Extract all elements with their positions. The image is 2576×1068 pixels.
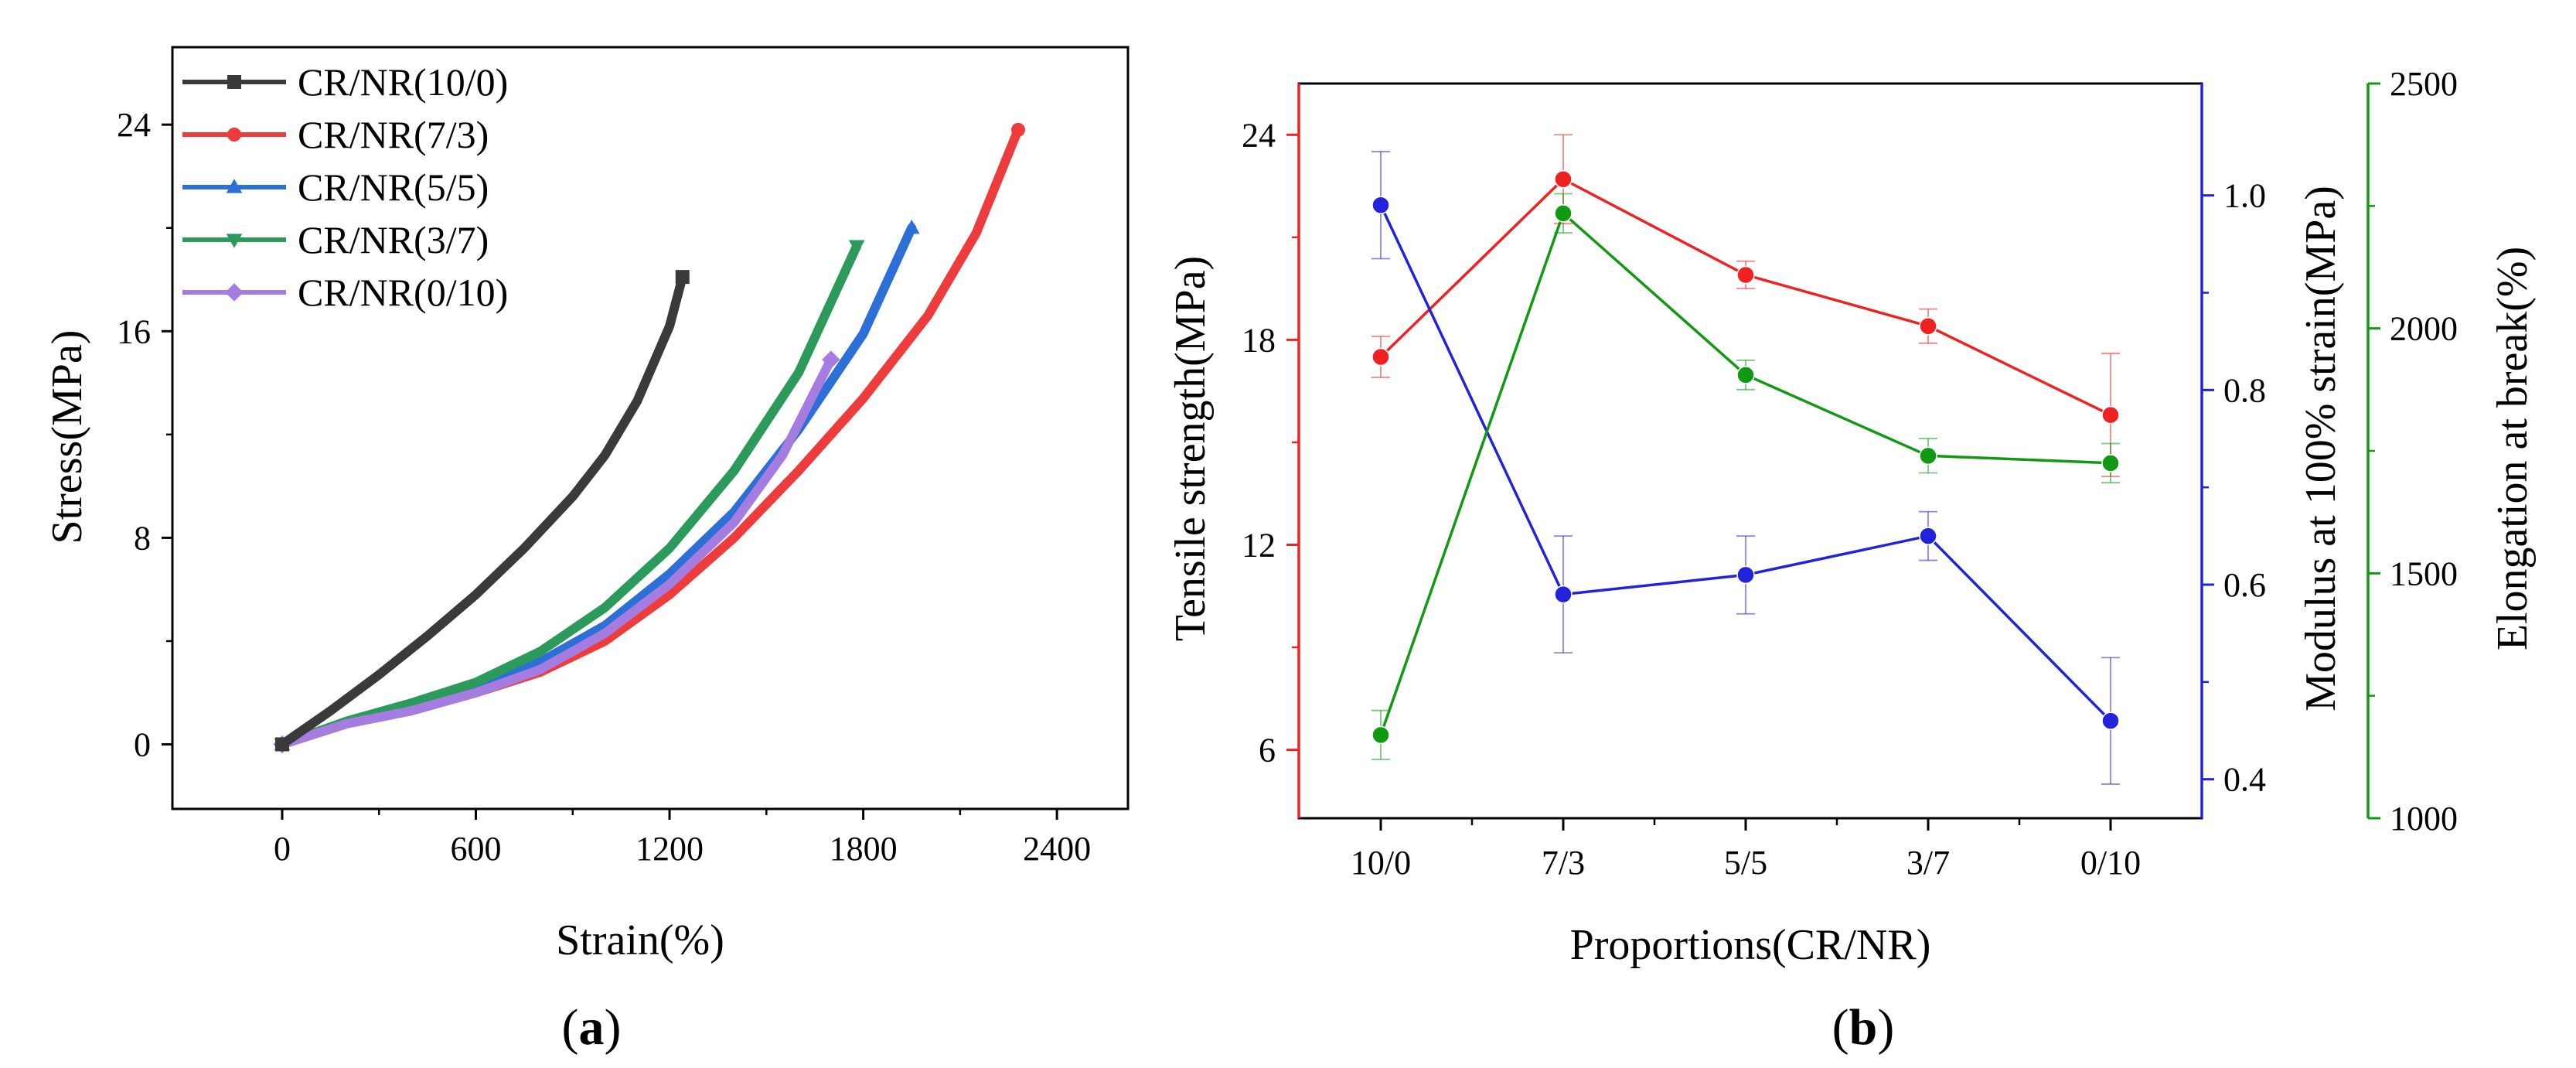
panel-b-point-tensile-strength: [2101, 405, 2120, 425]
panel-b-far-right-tick-label: 2000: [2390, 310, 2458, 348]
panel-b-point-modulus-at-100-strain: [1919, 527, 1937, 545]
panel-a-legend-label-cr-nr-7-3: CR/NR(7/3): [298, 113, 489, 156]
panel-b-series-group: [1371, 134, 2120, 785]
panel-a-x-tick-label: 1200: [635, 830, 704, 868]
panel-b-left-tick-label: 24: [1242, 116, 1276, 154]
panel-b-right-tick-label: 0.4: [2223, 761, 2266, 799]
panel-b-point-modulus-at-100-strain: [2101, 711, 2120, 730]
panel-a-legend-marker-cr-nr-0-10: [225, 283, 244, 302]
panel-a-series-end-marker-cr-nr-7-3: [1011, 122, 1026, 137]
panel-b-point-tensile-strength: [1919, 316, 1937, 336]
panel-b-left-tick-label: 6: [1259, 732, 1276, 769]
panel-a-x-tick-label: 2400: [1023, 830, 1091, 868]
panel-a-series-end-marker-cr-nr-3-7: [848, 240, 865, 254]
panel-b-right-axis-label: Modulus at 100% strain(MPa): [2297, 186, 2345, 711]
panel-b-label-close: ): [1877, 999, 1894, 1056]
panel-a-series-line-cr-nr-0-10: [278, 355, 836, 749]
panel-a-label: (a): [562, 999, 622, 1056]
panel-a-y-tick-label: 16: [117, 312, 151, 350]
panel-b-far-right-tick-label: 2500: [2390, 65, 2458, 103]
panel-a-legend-label-cr-nr-3-7: CR/NR(3/7): [298, 218, 489, 261]
panel-b-label: (b): [1832, 999, 1895, 1056]
panel-a-label-close: ): [605, 999, 622, 1056]
panel-a-x-tick-label: 0: [274, 830, 291, 868]
panel-a-legend-label-cr-nr-10-0: CR/NR(10/0): [298, 60, 508, 104]
panel-a-x-axis-label: Strain(%): [556, 916, 724, 964]
panel-a-label-open: (: [562, 999, 579, 1056]
panel-a-legend-label-cr-nr-0-10: CR/NR(0/10): [298, 271, 508, 314]
panel-a-series-end-marker-cr-nr-5-5: [903, 219, 920, 234]
panel-b-left-tick-label: 12: [1242, 527, 1276, 565]
panel-a-y-ticks: 0 8 16 24: [117, 106, 172, 764]
panel-a-x-tick-label: 600: [451, 830, 502, 868]
panel-b-point-tensile-strength: [1371, 347, 1390, 367]
panel-b-point-elongation-at-break: [2101, 454, 2120, 473]
panel-b-point-elongation-at-break: [1919, 446, 1937, 466]
panel-b-point-modulus-at-100-strain: [1371, 196, 1390, 215]
panel-b-point-tensile-strength: [1554, 169, 1573, 189]
panel-b-x-tick-label: 10/0: [1351, 844, 1411, 882]
panel-b-point-modulus-at-100-strain: [1554, 585, 1573, 604]
panel-a-legend: CR/NR(10/0) CR/NR(7/3) CR/NR(5/5) CR/NR(3/7…: [182, 60, 508, 314]
panel-a-legend-marker-cr-nr-7-3: [227, 128, 241, 142]
panel-b-properties-chart: 10/0 7/3 5/5 3/7 0/10 6 12 18 24 0.4 0.6 0.8 1.0 1000…: [1167, 65, 2537, 1056]
panel-b-x-tick-label: 7/3: [1542, 844, 1585, 882]
panel-a-y-tick-label: 8: [134, 519, 151, 557]
panel-b-right-tick-label: 1.0: [2223, 177, 2266, 215]
panel-a-x-ticks: 0 600 1200 1800 2400: [274, 809, 1091, 868]
panel-b-point-elongation-at-break: [1554, 204, 1573, 223]
panel-a-x-tick-label: 1800: [830, 830, 898, 868]
panel-b-x-tick-label: 3/7: [1906, 844, 1950, 882]
panel-b-label-open: (: [1832, 999, 1849, 1056]
panel-b-axes-group: 10/0 7/3 5/5 3/7 0/10 6 12 18 24 0.4 0.6 0.8 1.0 1000…: [1242, 65, 2458, 882]
panel-a-y-axis-label: Stress(MPa): [43, 330, 91, 544]
panel-a-legend-marker-cr-nr-10-0: [227, 75, 241, 89]
panel-b-series-line-elongation-at-break: [1379, 210, 2111, 735]
panel-b-x-tick-label: 0/10: [2080, 844, 2141, 882]
panel-a-series-line-cr-nr-3-7: [278, 241, 862, 749]
panel-b-far-right-tick-label: 1000: [2390, 800, 2458, 838]
panel-a-series-line-cr-nr-10-0: [278, 272, 687, 749]
panel-a-legend-marker-cr-nr-3-7: [226, 234, 243, 248]
panel-b-point-elongation-at-break: [1371, 725, 1390, 745]
panel-b-far-right-axis-label: Elongation at break(%): [2489, 247, 2537, 650]
panel-a-series-start-marker-cr-nr-10-0: [274, 737, 289, 752]
panel-b-point-elongation-at-break: [1736, 366, 1755, 384]
panel-a-series-group: [273, 122, 1026, 754]
panel-a-legend-marker-cr-nr-5-5: [226, 179, 243, 193]
panel-b-left-tick-label: 18: [1242, 321, 1276, 359]
panel-a-series-end-marker-cr-nr-0-10: [822, 350, 840, 369]
panel-a-series-end-marker-cr-nr-10-0: [675, 270, 690, 285]
panel-b-point-modulus-at-100-strain: [1736, 565, 1755, 585]
panel-b-right-tick-label: 0.6: [2223, 566, 2266, 604]
panel-a-y-tick-label: 0: [134, 726, 151, 764]
panel-b-x-axis-label: Proportions(CR/NR): [1570, 921, 1931, 969]
panel-b-far-right-tick-label: 1500: [2390, 554, 2458, 592]
panel-a-legend-label-cr-nr-5-5: CR/NR(5/5): [298, 165, 489, 209]
panel-b-point-tensile-strength: [1736, 265, 1755, 285]
panel-a-label-letter: a: [579, 999, 605, 1056]
panel-b-label-letter: b: [1849, 999, 1878, 1056]
panel-b-right-tick-label: 0.8: [2223, 371, 2266, 409]
panel-b-plot-frame: [1297, 82, 2203, 820]
panel-b-x-tick-label: 5/5: [1724, 844, 1767, 882]
panel-a-y-tick-label: 24: [117, 106, 151, 144]
panel-a-plot-frame: [171, 46, 1130, 810]
panel-b-left-axis-label: Tensile strength(MPa): [1167, 256, 1215, 641]
